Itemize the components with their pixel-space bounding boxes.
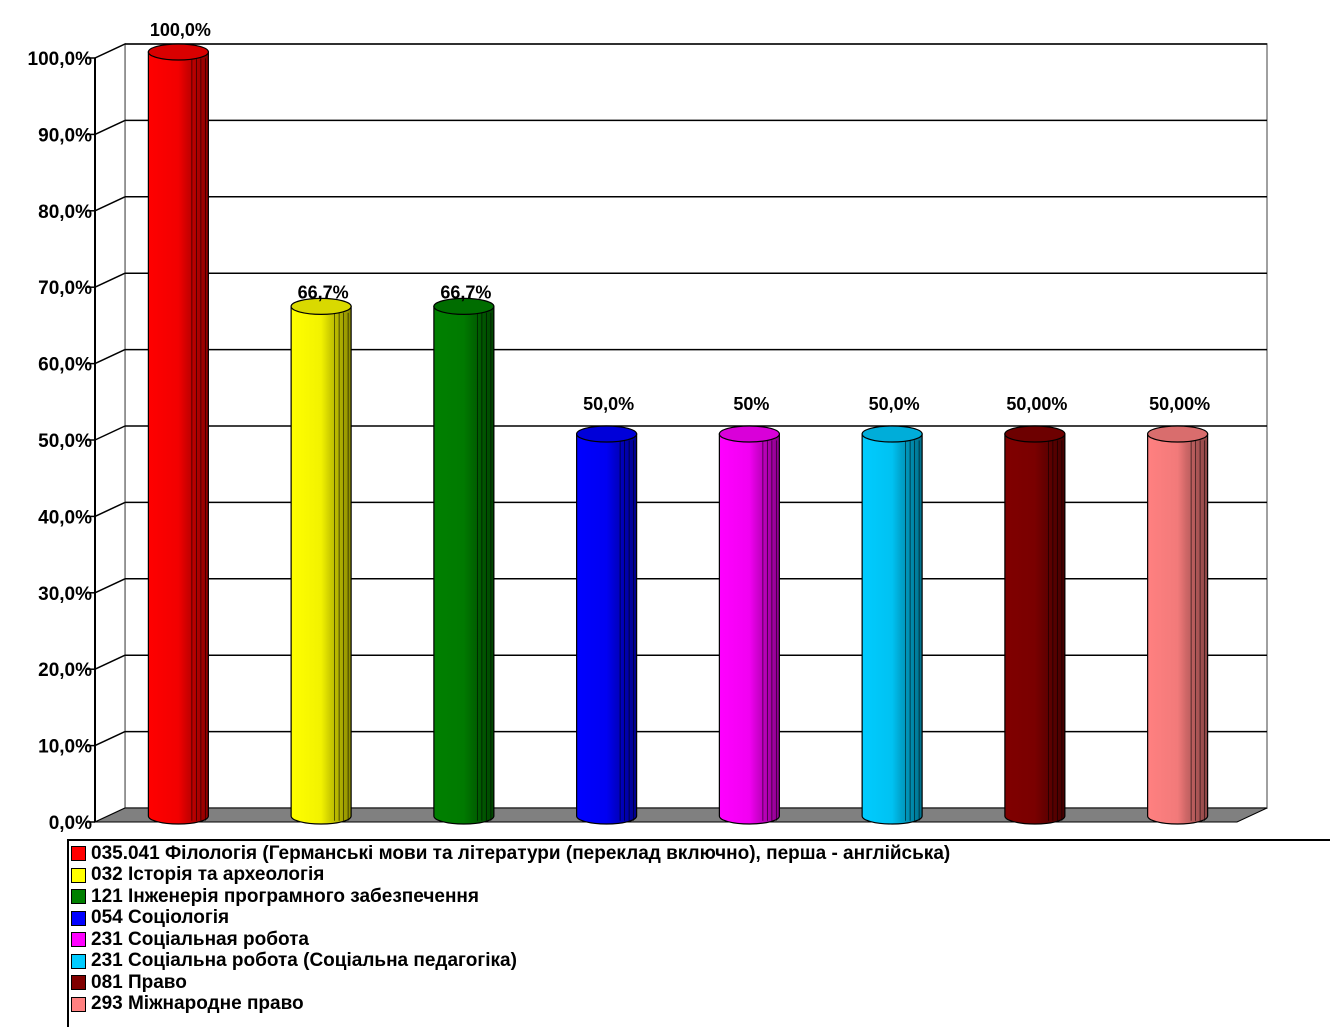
legend-label: 054 Соціологія — [91, 907, 230, 929]
gridline-side — [94, 119, 126, 136]
gridline-side — [94, 425, 126, 441]
data-label: 100,0% — [150, 20, 211, 40]
legend-item: 293 Міжнародне право — [71, 994, 1330, 1016]
bar-body — [861, 433, 923, 825]
legend-item: 231 Соціальная робота — [71, 929, 1330, 951]
data-label: 50,0% — [583, 394, 634, 414]
bar-body — [576, 433, 638, 825]
bar-top — [861, 425, 923, 443]
legend-swatch — [71, 846, 86, 862]
gridline-side — [94, 43, 126, 59]
data-labels: 100,0% 66,7% 66,7% 50,0% 50% 50,0% 50,00% 50,00… — [150, 20, 1210, 414]
data-label: 66,7% — [298, 282, 349, 302]
bar-body — [1004, 433, 1066, 825]
gridline-side — [94, 196, 126, 212]
legend-swatch — [71, 953, 86, 969]
data-label: 50,00% — [1006, 394, 1067, 414]
floor — [94, 807, 1268, 823]
legend-swatch — [71, 867, 86, 883]
bar — [147, 43, 209, 825]
gridline-side — [94, 272, 126, 288]
data-label: 66,7% — [440, 282, 491, 302]
y-tick-label: 100,0% — [28, 49, 93, 70]
legend-swatch — [71, 996, 86, 1012]
bar — [861, 425, 923, 825]
legend-item: 121 Інженерія програмного забезпечення — [71, 886, 1330, 908]
y-tick-label: 90,0% — [38, 125, 92, 146]
bar — [718, 425, 780, 825]
bar — [290, 297, 352, 825]
legend-swatch — [71, 910, 86, 926]
gridline-side — [94, 654, 126, 670]
bar-body — [290, 305, 352, 825]
bar-body — [718, 433, 780, 825]
chart-floor — [94, 807, 1268, 823]
bar-top — [290, 297, 352, 316]
y-tick-label: 40,0% — [38, 507, 92, 528]
y-tick-label: 60,0% — [38, 355, 92, 376]
legend-item: 231 Соціальна робота (Соціальна педагогі… — [71, 951, 1330, 973]
y-tick-label: 70,0% — [38, 278, 92, 299]
legend-item: 032 Історія та археологія — [71, 865, 1330, 887]
bar — [1147, 425, 1209, 825]
bar-chart: 0,0% 10,0% 20,0% 30,0% 40,0% 50,0% 60,0% 70,0% 8… — [28, 20, 1268, 834]
legend-label: 231 Соціальна робота (Соціальна педагогі… — [91, 950, 517, 972]
bar-top — [576, 425, 638, 443]
legend-swatch — [71, 889, 86, 905]
legend-label: 081 Право — [91, 971, 187, 993]
bar-body — [433, 305, 495, 825]
y-tick-label: 30,0% — [38, 584, 92, 605]
legend-label: 293 Міжнародне право — [91, 993, 304, 1015]
bar-top — [718, 425, 780, 443]
data-label: 50,0% — [869, 394, 920, 414]
legend-label: 121 Інженерія програмного забезпечення — [91, 885, 479, 907]
bar-top — [147, 43, 209, 61]
bar — [576, 425, 638, 825]
bar-body — [1147, 433, 1209, 825]
legend-swatch — [71, 975, 86, 991]
legend-label: 032 Історія та археологія — [91, 864, 325, 886]
legend-label: 231 Соціальная робота — [91, 928, 309, 950]
gridline-side — [94, 501, 126, 518]
legend-swatch — [71, 932, 86, 948]
data-label: 50% — [733, 394, 769, 414]
legend-item: 081 Право — [71, 972, 1330, 994]
y-tick-label: 0,0% — [49, 813, 92, 834]
bar — [1004, 425, 1066, 825]
bar — [433, 297, 495, 825]
gridline-side — [94, 578, 126, 594]
data-label: 50,00% — [1149, 394, 1210, 414]
legend-label: 035.041 Філологія (Германські мови та лі… — [91, 842, 951, 864]
legend-item: 054 Соціологія — [71, 908, 1330, 930]
bar-body — [147, 51, 209, 825]
bar-top — [433, 297, 495, 316]
bar-top — [1147, 425, 1209, 443]
bars — [147, 43, 1209, 825]
gridline-side — [94, 730, 126, 747]
bar-top — [1004, 425, 1066, 443]
chart-walls — [94, 42, 1268, 824]
legend-item: 035.041 Філологія (Германські мови та лі… — [71, 843, 1330, 865]
gridline-side — [94, 348, 126, 365]
legend: 035.041 Філологія (Германські мови та лі… — [67, 839, 1330, 1027]
y-tick-label: 20,0% — [38, 660, 92, 681]
y-tick-label: 80,0% — [38, 202, 92, 223]
y-tick-label: 50,0% — [38, 431, 92, 452]
y-axis: 0,0% 10,0% 20,0% 30,0% 40,0% 50,0% 60,0% 70,0% 8… — [28, 49, 96, 834]
y-tick-label: 10,0% — [38, 737, 92, 758]
